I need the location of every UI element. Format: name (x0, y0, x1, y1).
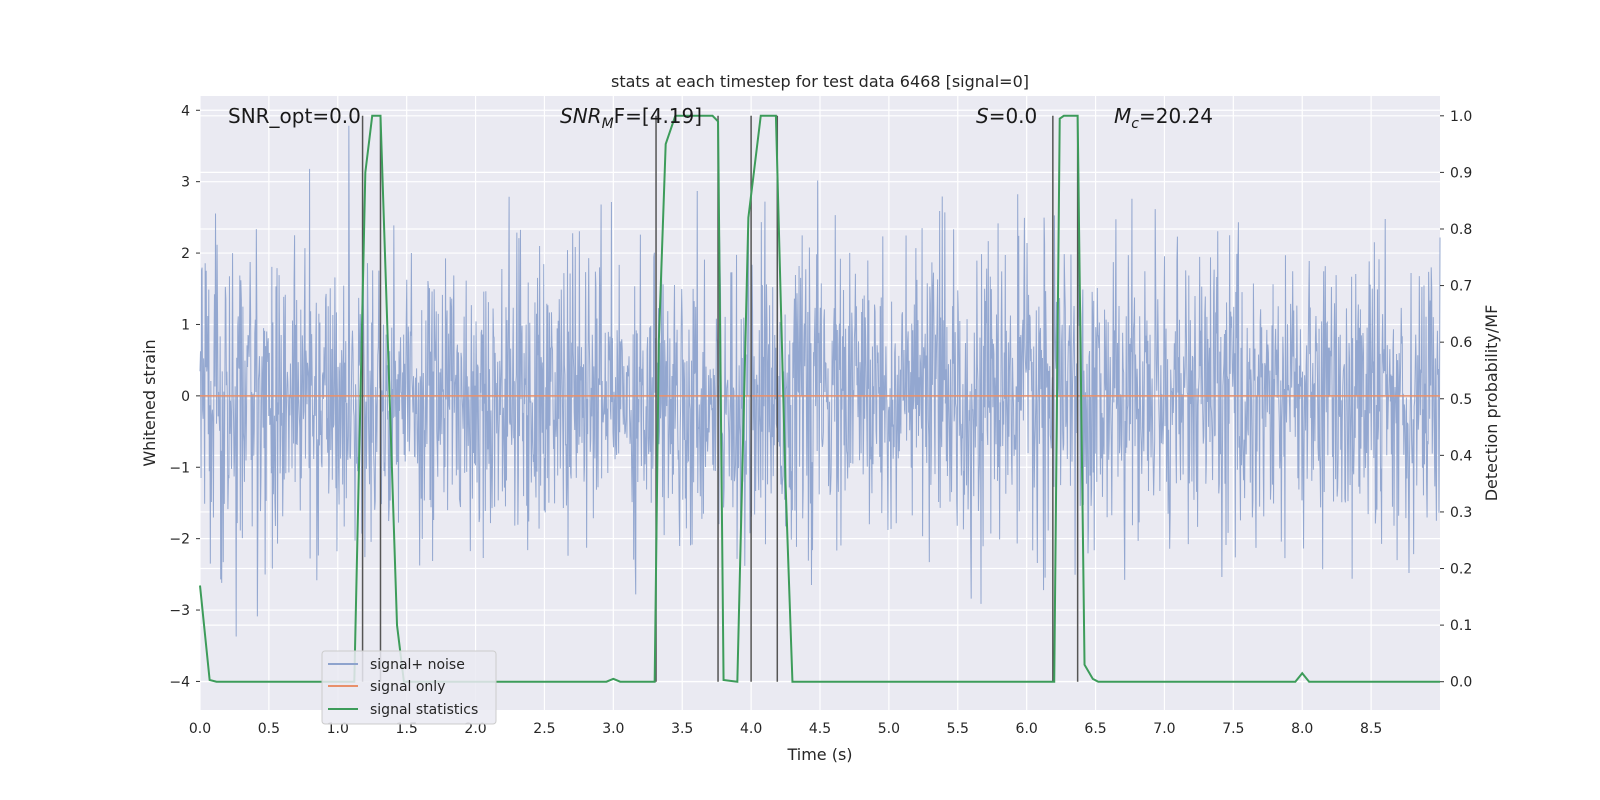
x-tick-label: 3.5 (671, 721, 693, 737)
y-left-tick-label: 4 (181, 103, 190, 119)
y-right-tick-label: 0.4 (1450, 448, 1472, 464)
y-right-tick-label: 0.8 (1450, 222, 1472, 238)
chart-title: stats at each timestep for test data 646… (611, 72, 1029, 91)
annotation-snr-mf-sub: M (602, 116, 614, 132)
y-left-tick-label: −4 (169, 674, 190, 690)
x-tick-label: 4.0 (740, 721, 762, 737)
y-right-tick-label: 1.0 (1450, 109, 1472, 125)
signal-statistics-line (199, 114, 1440, 683)
annotation-mc-rest: =20.24 (1139, 104, 1213, 128)
legend-label-signal-noise: signal+ noise (370, 657, 465, 673)
x-tick-label: 7.0 (1153, 721, 1175, 737)
annotation-snr-mf-base: SNR (560, 104, 602, 128)
y-left-tick-label: 1 (181, 317, 190, 333)
x-tick-label: 0.5 (258, 721, 280, 737)
x-tick-label: 6.0 (1016, 721, 1038, 737)
legend-box (321, 650, 497, 725)
x-tick-label: 5.5 (947, 721, 969, 737)
y-axis-right-ticks: 1.0 0.9 0.8 0.7 0.6 0.5 0.4 0.3 0.2 0.1 0.0 (1440, 109, 1472, 691)
annotation-s: S=0.0 (976, 104, 1037, 128)
y-left-tick-label: −1 (169, 460, 190, 476)
y-axis-right-label: Detection probability/MF (1482, 305, 1501, 502)
annotation-snr-mf: SNRMF=[4.19] (560, 104, 702, 132)
x-tick-label: 6.5 (1084, 721, 1106, 737)
legend-label-signal-statistics: signal statistics (370, 702, 478, 718)
y-left-tick-label: 3 (181, 175, 190, 191)
annotation-s-rest: =0.0 (989, 104, 1038, 128)
y-left-tick-label: −2 (169, 532, 190, 548)
y-axis-left-ticks: 4 3 2 1 0 −1 −2 −3 −4 (169, 103, 200, 690)
y-right-tick-label: 0.0 (1450, 675, 1472, 691)
x-tick-label: 8.5 (1360, 721, 1382, 737)
x-tick-label: 2.0 (464, 721, 486, 737)
series-signal-statistics (199, 114, 1440, 683)
annotation-snr-mf-rest: F=[4.19] (614, 104, 702, 128)
annotation-s-italic: S (976, 104, 989, 128)
annotation-mc: Mc=20.24 (1114, 104, 1213, 132)
x-tick-label: 1.5 (396, 721, 418, 737)
annotation-mc-base: M (1114, 104, 1131, 128)
y-left-tick-label: 2 (181, 246, 190, 262)
series-signal-noise (199, 125, 1441, 637)
y-right-tick-label: 0.7 (1450, 279, 1472, 295)
x-tick-label: 7.5 (1222, 721, 1244, 737)
legend-label-signal-only: signal only (370, 679, 445, 695)
y-axis-left-label: Whitened strain (140, 339, 159, 466)
annotation-snr-opt: SNR_opt=0.0 (228, 104, 361, 128)
x-tick-label: 2.5 (533, 721, 555, 737)
y-right-tick-label: 0.3 (1450, 505, 1472, 521)
x-axis-label: Time (s) (786, 745, 852, 764)
y-right-tick-label: 0.5 (1450, 392, 1472, 408)
x-tick-label: 3.0 (602, 721, 624, 737)
x-tick-label: 4.5 (809, 721, 831, 737)
y-right-tick-label: 0.9 (1450, 165, 1472, 181)
y-right-tick-label: 0.1 (1450, 618, 1472, 634)
x-tick-label: 0.0 (189, 721, 211, 737)
y-left-tick-label: −3 (169, 603, 190, 619)
legend: signal+ noise signal only signal statist… (321, 650, 497, 725)
y-right-tick-label: 0.6 (1450, 335, 1472, 351)
y-right-tick-label: 0.2 (1450, 562, 1472, 578)
x-tick-label: 5.0 (878, 721, 900, 737)
x-axis-ticks: 0.0 0.5 1.0 1.5 2.0 2.5 3.0 3.5 4.0 4.5 5.0 5.5 6.0 6… (189, 721, 1382, 737)
x-tick-label: 1.0 (327, 721, 349, 737)
annotation-mc-sub: c (1131, 116, 1139, 132)
x-tick-label: 8.0 (1291, 721, 1313, 737)
noise-line (199, 125, 1441, 637)
y-left-tick-label: 0 (181, 389, 190, 405)
